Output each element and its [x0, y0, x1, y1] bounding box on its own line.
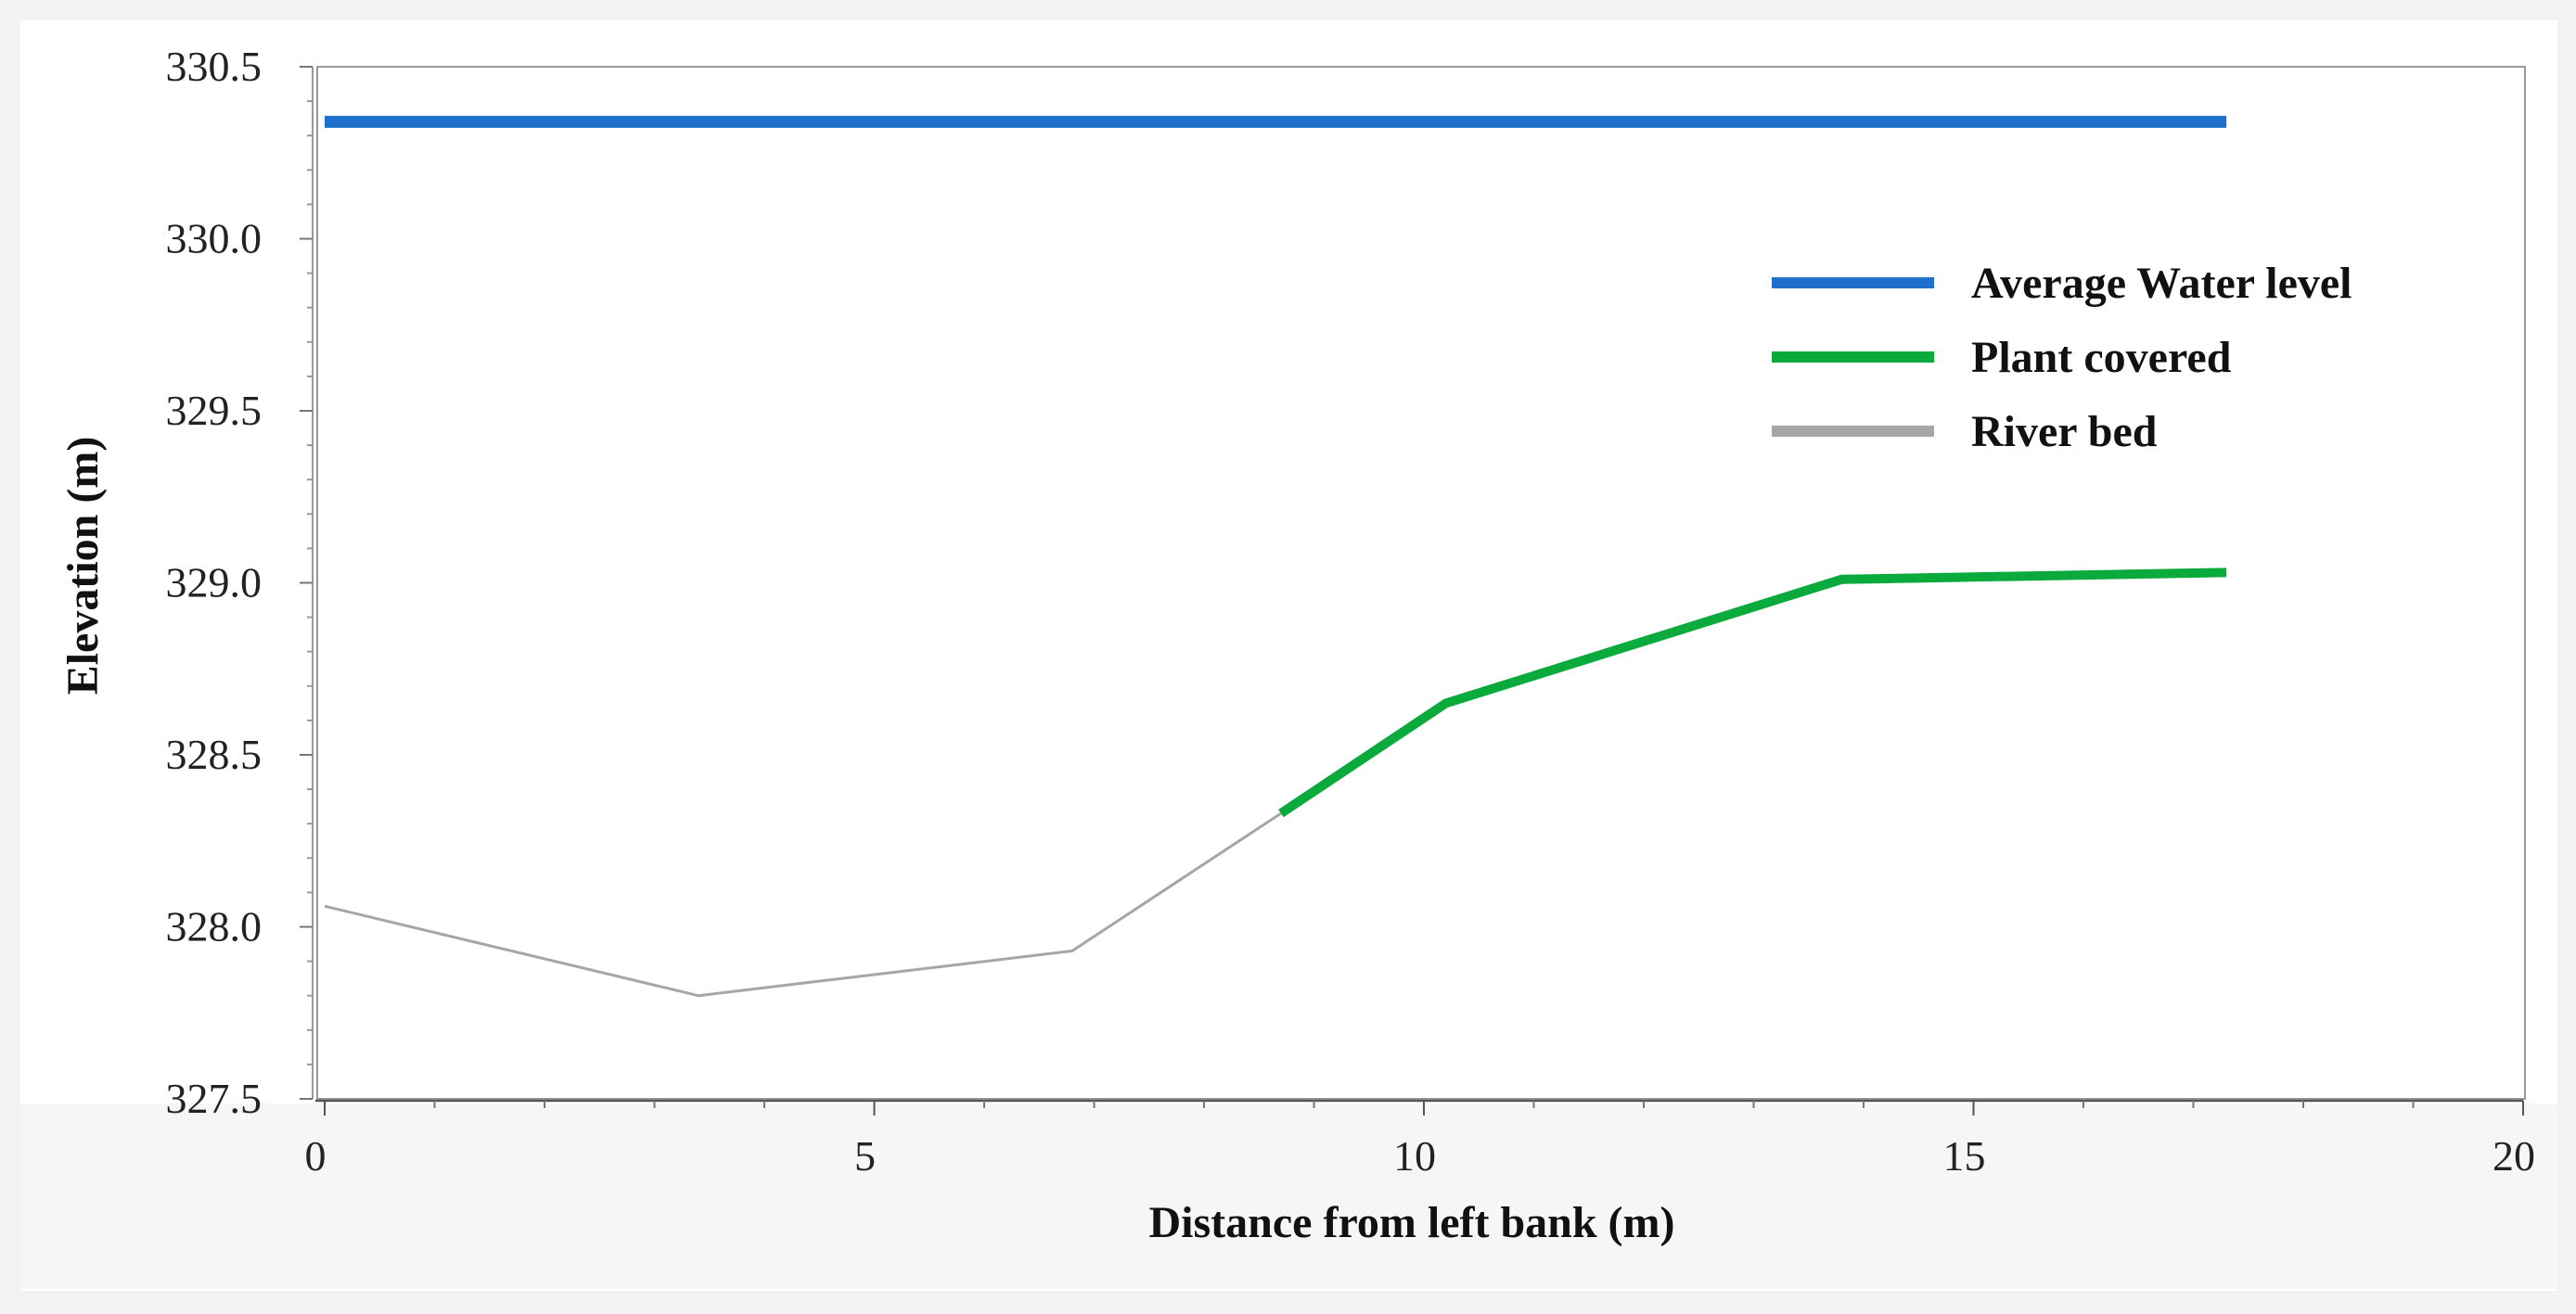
series-line-plant-covered [1278, 568, 2227, 818]
y-tick-label: 329.0 [166, 559, 263, 606]
legend-label-average-water-level: Average Water level [1971, 259, 2352, 308]
series-line-river-bed [324, 811, 1282, 998]
y-tick-label: 330.0 [166, 215, 263, 262]
plot-area [316, 66, 2526, 1100]
legend: Average Water level Plant covered River be… [1772, 259, 2352, 456]
x-tick-label: 10 [1393, 1132, 1436, 1180]
x-tick-label: 20 [2493, 1132, 2535, 1180]
plot-frame [316, 66, 2526, 1100]
y-axis: 327.5 328.0 328.5 329.0 329.5 330.0 330.5 [166, 43, 314, 1122]
legend-label-plant-covered: Plant covered [1971, 333, 2232, 382]
x-tick-label: 0 [305, 1132, 327, 1180]
y-tick-label: 328.5 [166, 731, 263, 778]
y-axis-title: Elevation (m) [58, 437, 108, 695]
series-layer [324, 115, 2227, 998]
y-tick-label: 330.5 [166, 43, 263, 90]
y-tick-label: 328.0 [166, 903, 263, 950]
x-axis-band [20, 1104, 2557, 1289]
y-tick-label: 327.5 [166, 1075, 263, 1122]
legend-label-river-bed: River bed [1971, 407, 2158, 456]
y-tick-label: 329.5 [166, 387, 263, 434]
x-axis: 0 5 10 15 20 [305, 1099, 2535, 1180]
x-axis-title: Distance from left bank (m) [1148, 1198, 1674, 1247]
x-tick-label: 5 [854, 1132, 876, 1180]
x-tick-label: 15 [1943, 1132, 1986, 1180]
